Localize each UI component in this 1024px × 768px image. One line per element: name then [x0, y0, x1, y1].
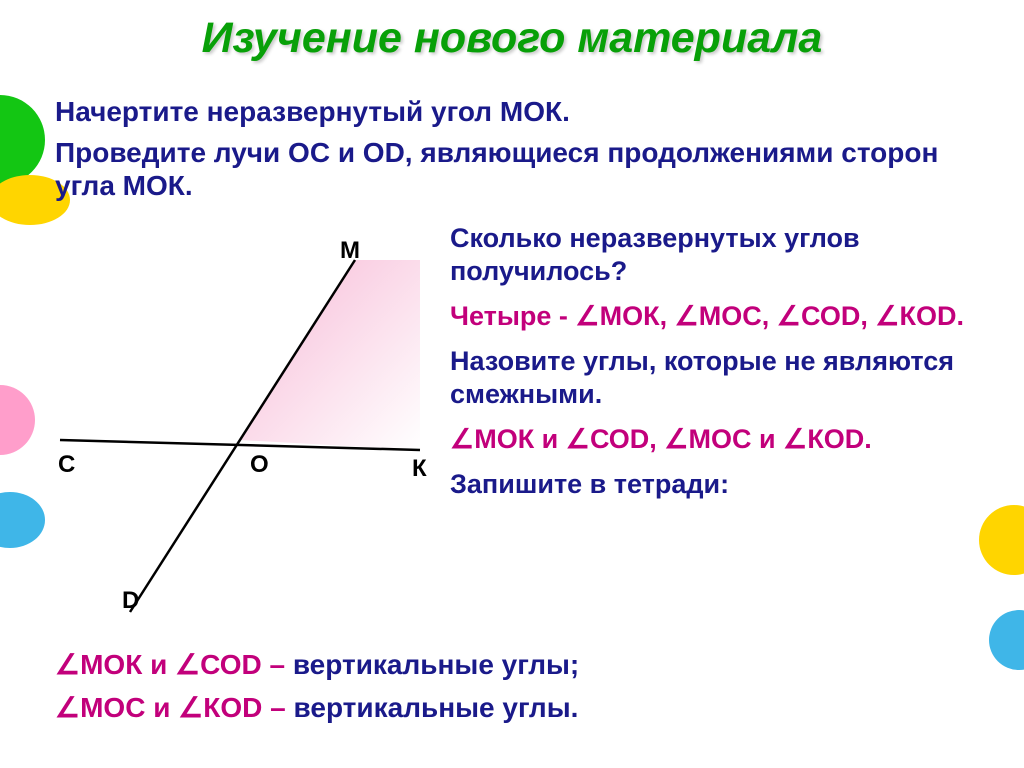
label-d: D	[122, 587, 139, 614]
conclusion-1-text: вертикальные углы;	[285, 649, 579, 680]
label-m: М	[340, 240, 360, 264]
right-column: Сколько неразвернутых углов получилось? …	[450, 222, 990, 513]
answer-1: Четыре - ∠МОК, ∠МОС, ∠СОD, ∠КОD.	[450, 300, 990, 333]
slide-title: Изучение нового материала	[0, 14, 1024, 63]
question-1: Сколько неразвернутых углов получилось?	[450, 222, 990, 288]
label-o: О	[250, 451, 269, 478]
deco-right	[954, 500, 1024, 680]
conclusion-2-text: вертикальные углы.	[286, 692, 579, 723]
conclusion-2: ∠МОС и ∠КОD – вертикальные углы.	[55, 691, 579, 724]
answer-2: ∠МОК и ∠СОD, ∠МОС и ∠КОD.	[450, 423, 990, 456]
conclusion-1-angles: ∠МОК и ∠СОD –	[55, 649, 285, 680]
instruction-1: Начертите неразвернутый угол МОК.	[55, 96, 570, 128]
label-c: С	[58, 451, 75, 478]
angle-diagram: М С О К D	[40, 240, 440, 620]
conclusions: ∠МОК и ∠СОD – вертикальные углы; ∠МОС и …	[55, 648, 579, 734]
question-3: Запишите в тетради:	[450, 468, 990, 501]
instruction-2: Проведите лучи ОС и ОD, являющиеся продо…	[55, 136, 984, 202]
angle-shade	[240, 260, 420, 450]
question-2: Назовите углы, которые не являются смежн…	[450, 345, 990, 411]
conclusion-2-angles: ∠МОС и ∠КОD –	[55, 692, 286, 723]
conclusion-1: ∠МОК и ∠СОD – вертикальные углы;	[55, 648, 579, 681]
label-k: К	[412, 455, 427, 482]
